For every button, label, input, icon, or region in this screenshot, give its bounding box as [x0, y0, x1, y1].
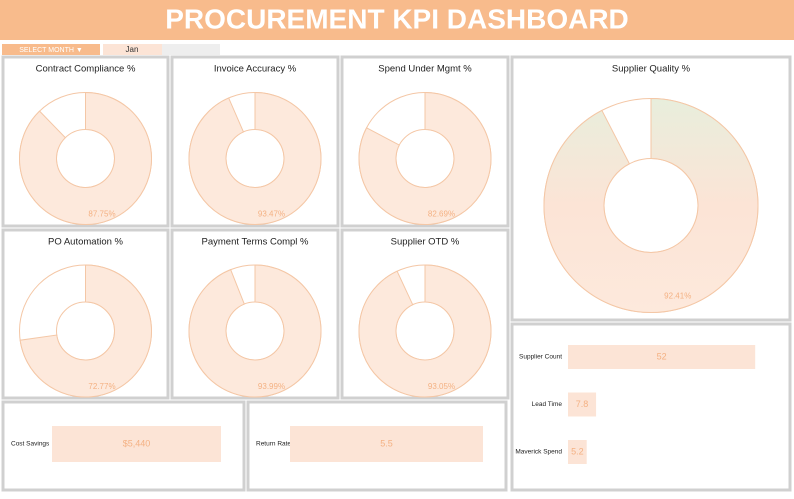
kpi-value: $5,440: [123, 438, 151, 448]
filter-value[interactable]: Jan: [126, 45, 139, 54]
donut-value-label: 87.75%: [88, 210, 115, 219]
filter-value-box[interactable]: [103, 44, 162, 55]
donut-slice: [19, 264, 152, 398]
donut-value-label: 92.41%: [664, 292, 691, 301]
bar: [568, 392, 597, 417]
bar-value: 7.8: [576, 399, 589, 409]
kpi-value: 5.5: [380, 438, 393, 448]
chart-title: Supplier OTD %: [391, 237, 460, 248]
donut-slice: [19, 91, 152, 225]
bar-label: Lead Time: [532, 401, 563, 408]
chart-title: Contract Compliance %: [36, 64, 136, 75]
kpi-box: [52, 426, 221, 462]
bar: [568, 345, 756, 369]
bar-value: 5.2: [571, 446, 584, 456]
donut-slice: [188, 91, 322, 225]
donut-slice: [358, 264, 492, 398]
bar: [568, 440, 587, 464]
filter-label-box[interactable]: [2, 44, 100, 55]
donut-value-label: 93.47%: [258, 210, 285, 219]
chart-title: Supplier Quality %: [612, 64, 691, 75]
dashboard-title: PROCUREMENT KPI DASHBOARD: [165, 3, 629, 34]
chart-title: Spend Under Mgmt %: [378, 64, 472, 75]
bar-label: Maverick Spend: [515, 449, 562, 456]
donut-value-label: 93.05%: [428, 382, 455, 391]
bar-value: 52: [657, 351, 667, 361]
donut-value-label: 82.69%: [428, 210, 455, 219]
donut-slice: [358, 91, 492, 225]
kpi-box: [290, 426, 483, 462]
donut-value-label: 93.99%: [258, 382, 285, 391]
chart-title: Invoice Accuracy %: [214, 64, 297, 75]
bar-label: Supplier Count: [519, 354, 562, 361]
header-band: [0, 0, 794, 40]
kpi-label: Cost Savings: [11, 441, 50, 448]
donut-slice: [543, 97, 759, 313]
filter-label[interactable]: SELECT MONTH ▼: [19, 47, 83, 54]
kpi-label: Return Rate: [256, 441, 291, 448]
chart-title: Payment Terms Compl %: [202, 237, 310, 248]
chart-title: PO Automation %: [48, 237, 124, 248]
filter-blank: [162, 44, 220, 55]
donut-value-label: 72.77%: [88, 382, 115, 391]
donut-slice: [188, 264, 322, 398]
